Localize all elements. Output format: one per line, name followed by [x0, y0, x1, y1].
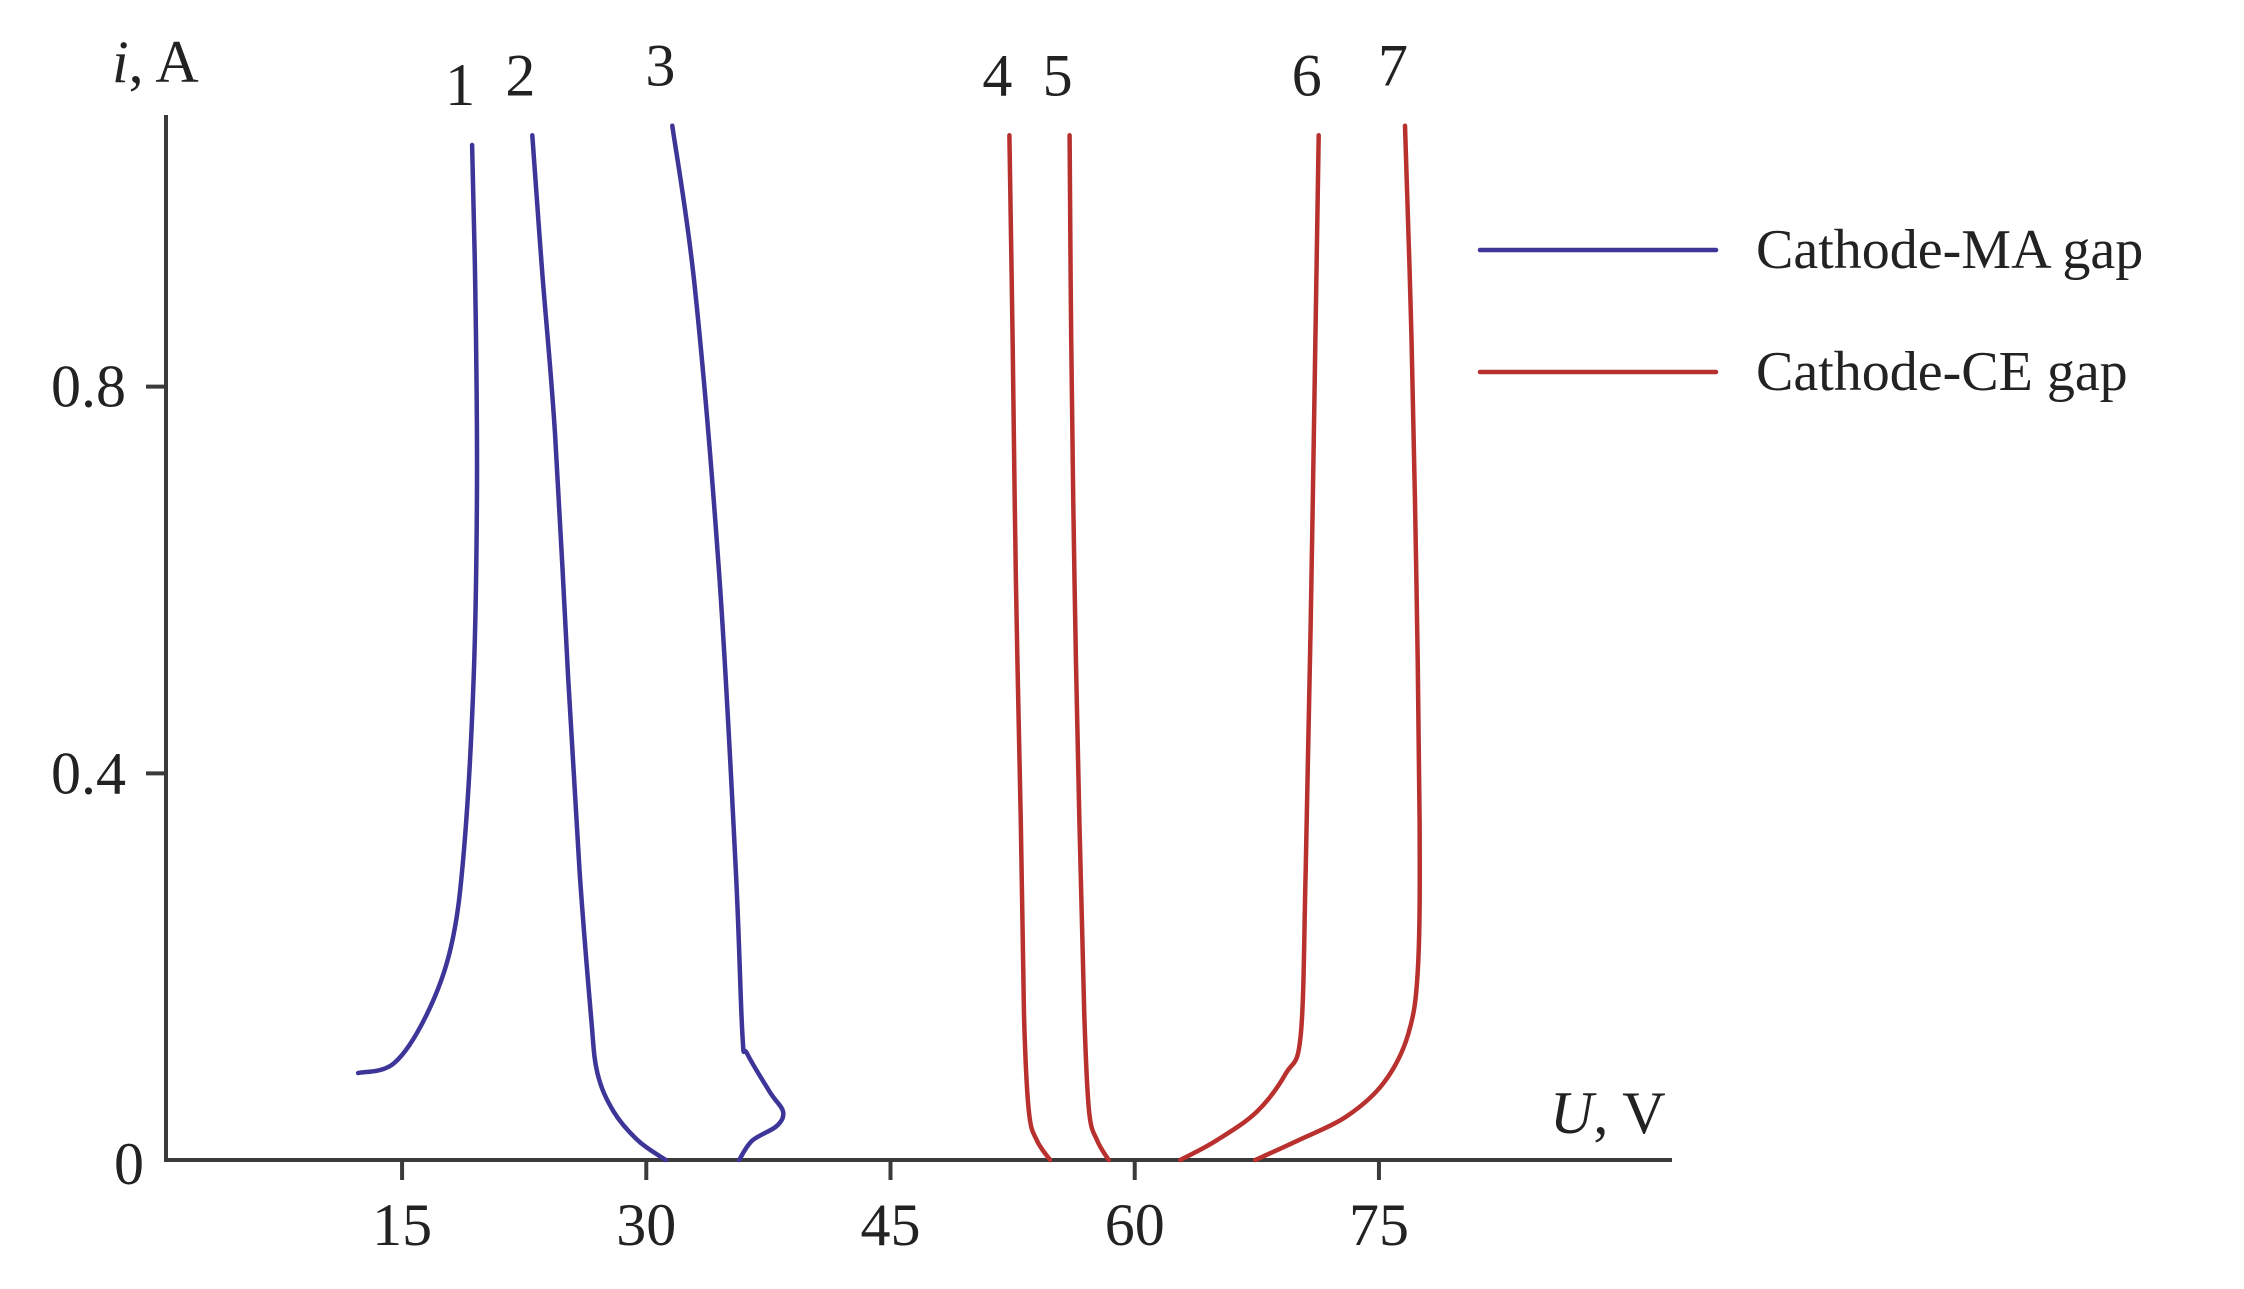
x-tick-label-15: 15 — [372, 1192, 432, 1258]
x-axis-title: U, V — [1550, 1080, 1666, 1146]
y-tick-label-0.4: 0.4 — [51, 740, 126, 806]
curve-3 — [670, 123, 786, 1163]
y-axis-title: i, A — [112, 29, 199, 95]
x-axis-var: U — [1550, 1080, 1597, 1146]
x-tick-label-75: 75 — [1349, 1192, 1409, 1258]
curve-label-7: 7 — [1378, 33, 1408, 99]
curve-6 — [1178, 133, 1321, 1163]
x-tick-label-30: 30 — [616, 1192, 676, 1258]
curve-7 — [1252, 123, 1422, 1163]
y-axis-ticks: 0.4 0.8 — [51, 354, 166, 806]
curve-2 — [530, 133, 669, 1163]
y-axis-var: i — [112, 29, 129, 95]
curve-label-4: 4 — [982, 42, 1012, 108]
curve-label-3: 3 — [645, 33, 675, 99]
x-axis-unit: , V — [1593, 1080, 1665, 1146]
legend: Cathode-MA gap Cathode-CE gap — [1477, 219, 2143, 403]
y-axis-unit: , A — [129, 29, 199, 95]
curve-4 — [1007, 133, 1053, 1163]
x-tick-label-60: 60 — [1105, 1192, 1165, 1258]
x-tick-label-45: 45 — [861, 1192, 921, 1258]
axes — [164, 115, 1672, 1162]
legend-label-ma: Cathode-MA gap — [1756, 219, 2143, 281]
curve-5 — [1067, 133, 1111, 1163]
curve-1 — [355, 142, 480, 1076]
curve-label-2: 2 — [505, 42, 535, 108]
y-tick-label-0.8: 0.8 — [51, 354, 126, 420]
curve-label-1: 1 — [445, 52, 475, 118]
origin-label: 0 — [114, 1131, 144, 1197]
legend-label-ce: Cathode-CE gap — [1756, 341, 2128, 403]
curves — [355, 123, 1422, 1163]
curve-label-6: 6 — [1292, 42, 1322, 108]
x-axis-ticks: 15 30 45 60 75 — [372, 1160, 1409, 1258]
curve-label-5: 5 — [1043, 42, 1073, 108]
